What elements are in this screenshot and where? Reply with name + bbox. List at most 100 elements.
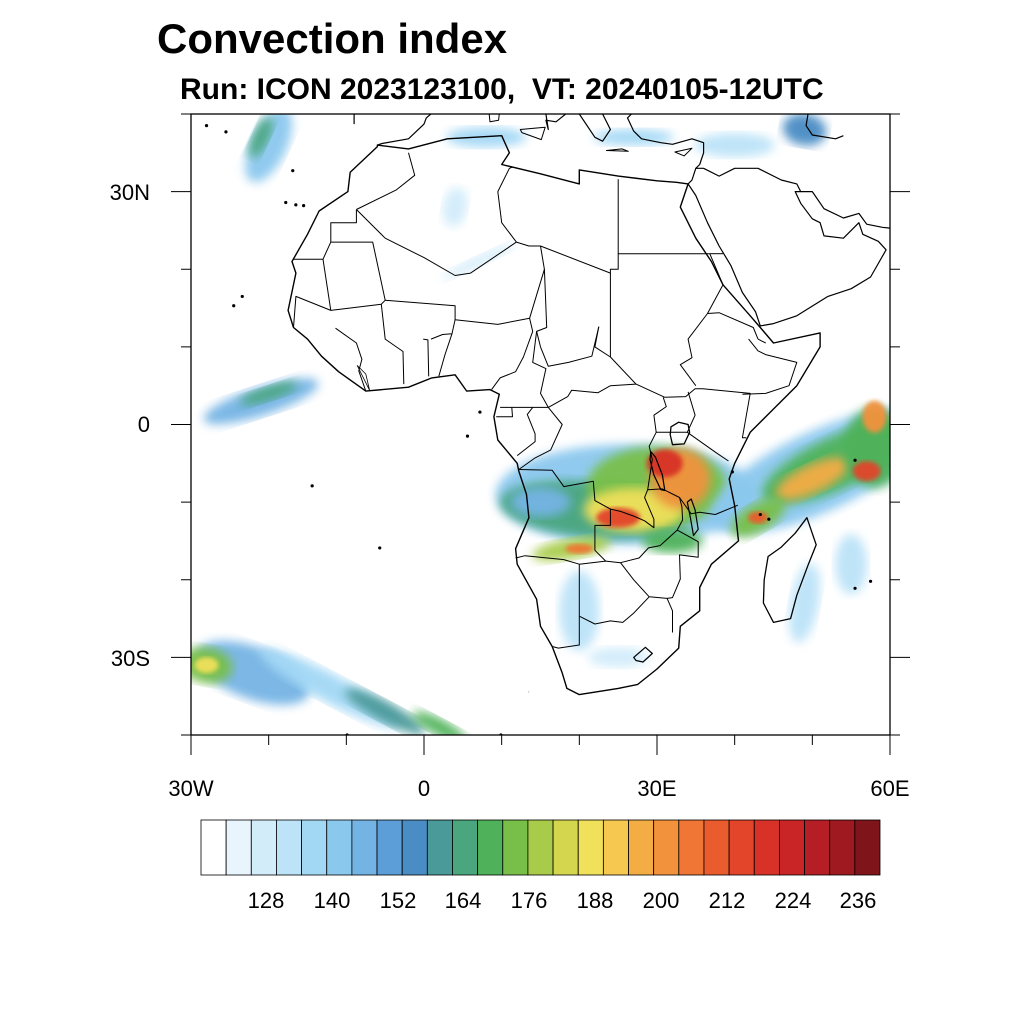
axis-ticks — [171, 113, 910, 755]
lon-label-0: 0 — [417, 776, 431, 801]
convection-cell — [747, 511, 768, 524]
convection-cell — [245, 114, 293, 183]
colorbar-label: 152 — [379, 888, 417, 913]
country-border — [293, 209, 357, 260]
coastline — [633, 646, 653, 663]
country-border — [377, 114, 567, 146]
country-border — [423, 338, 430, 377]
island — [767, 517, 771, 521]
convection-cell — [646, 449, 683, 478]
convection-cell — [240, 382, 298, 405]
convection-cell — [442, 187, 468, 227]
colorbar-label: 164 — [444, 888, 482, 913]
map-title: Convection index — [157, 15, 508, 62]
country-border — [380, 304, 405, 385]
colorbar-label: 236 — [839, 888, 877, 913]
island — [284, 200, 288, 205]
country-border — [516, 407, 536, 456]
country-border — [497, 191, 517, 243]
country-border — [609, 273, 751, 439]
map-frame — [190, 113, 891, 736]
island — [478, 410, 482, 414]
island — [240, 294, 244, 299]
lat-label-30s: 30S — [110, 646, 150, 671]
country-border — [491, 318, 534, 390]
country-border — [322, 259, 332, 311]
convection-cell — [596, 507, 641, 528]
country-border — [497, 166, 514, 192]
convection-cell — [775, 457, 850, 500]
country-border — [532, 331, 637, 408]
country-border — [578, 114, 705, 169]
country-border — [540, 245, 710, 274]
country-border — [335, 327, 367, 392]
lon-label-60e: 60E — [870, 776, 910, 801]
island — [232, 304, 236, 308]
lon-label-30e: 30E — [637, 776, 677, 801]
coastlines-and-borders — [204, 99, 890, 735]
country-border — [430, 319, 456, 340]
island — [291, 169, 295, 173]
country-border — [356, 152, 416, 210]
island — [204, 124, 209, 128]
country-border — [496, 407, 513, 418]
island — [465, 434, 470, 438]
lon-label-30w: 30W — [168, 776, 214, 801]
convection-cell — [194, 657, 219, 674]
convection-cell — [249, 117, 273, 158]
country-border — [385, 245, 545, 325]
country-border — [620, 562, 673, 633]
country-border — [515, 469, 611, 565]
coastline — [606, 148, 629, 152]
lat-label-0: 0 — [137, 412, 150, 437]
map-subtitle: Run: ICON 2023123100, VT: 20240105-12UTC — [180, 73, 824, 106]
coastline — [669, 421, 691, 446]
country-border — [295, 241, 386, 311]
coastline — [488, 114, 500, 123]
convection-field — [191, 114, 890, 735]
country-border — [805, 114, 844, 140]
convection-cell — [642, 528, 703, 553]
coastline — [293, 295, 297, 328]
convection-cell — [852, 461, 881, 482]
coastline — [686, 498, 699, 537]
country-border — [552, 564, 580, 649]
island — [224, 130, 228, 134]
coastline — [519, 126, 546, 141]
coastline — [674, 147, 693, 157]
country-border — [707, 312, 759, 340]
country-border — [356, 209, 541, 276]
country-border — [536, 269, 600, 367]
country-border — [574, 114, 576, 115]
convection-cell — [345, 688, 426, 735]
convection-cell — [782, 114, 827, 146]
island — [294, 203, 298, 207]
country-border — [605, 488, 684, 564]
island — [378, 546, 382, 550]
country-border — [757, 338, 766, 344]
coastline — [287, 135, 821, 696]
country-border — [679, 253, 724, 386]
country-border — [353, 114, 355, 125]
convection-cell — [694, 133, 775, 158]
island — [853, 458, 857, 462]
convection-cell — [510, 487, 571, 518]
colorbar-label: 176 — [510, 888, 548, 913]
convection-cell — [588, 647, 649, 668]
colorbar-label: 128 — [247, 888, 285, 913]
convection-cell — [565, 543, 594, 554]
coastline — [649, 451, 666, 492]
island — [853, 586, 857, 590]
country-border — [667, 529, 699, 599]
country-border — [656, 431, 729, 462]
colorbar-label: 212 — [708, 888, 746, 913]
lat-label-30n: 30N — [109, 180, 150, 205]
coastline — [762, 517, 817, 624]
convection-cell — [789, 563, 821, 643]
convection-cell — [442, 243, 515, 279]
country-border — [626, 99, 746, 108]
island — [868, 579, 873, 583]
country-border — [579, 596, 650, 625]
country-border — [438, 333, 453, 377]
